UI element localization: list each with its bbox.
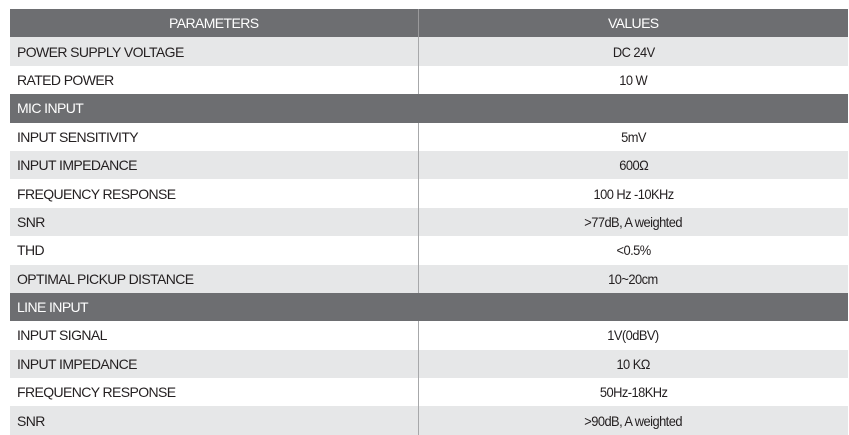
param-cell: SNR <box>10 207 419 237</box>
param-cell: INPUT SENSITIVITY <box>10 122 419 151</box>
value-text: >90dB, A weighted <box>584 412 683 429</box>
value-cell: 100 Hz -10KHz <box>418 179 848 208</box>
value-cell: 10~20cm <box>418 264 848 293</box>
table-row: INPUT IMPEDANCE 600Ω <box>10 150 848 180</box>
param-cell: INPUT IMPEDANCE <box>10 349 419 379</box>
header-values: VALUES <box>418 9 848 38</box>
value-cell: 10 KΩ <box>418 349 848 379</box>
specifications-table: PARAMETERS VALUES POWER SUPPLY VOLTAGE D… <box>10 9 848 435</box>
table-row: POWER SUPPLY VOLTAGE DC 24V <box>10 37 848 66</box>
table-row: RATED POWER 10 W <box>10 65 848 95</box>
param-cell: RATED POWER <box>10 65 419 95</box>
value-cell: 10 W <box>418 65 848 95</box>
param-cell: INPUT SIGNAL <box>10 321 419 350</box>
value-text: 10~20cm <box>608 270 658 287</box>
value-cell: >90dB, A weighted <box>418 406 848 435</box>
value-cell: 1V(0dBV) <box>418 321 848 350</box>
value-text: 5mV <box>620 128 646 145</box>
value-cell: 50Hz-18KHz <box>418 378 848 407</box>
value-text: DC 24V <box>612 43 655 60</box>
value-cell: <0.5% <box>418 236 848 265</box>
param-cell: POWER SUPPLY VOLTAGE <box>10 37 419 66</box>
table-row: FREQUENCY RESPONSE 50Hz-18KHz <box>10 378 848 407</box>
value-text: 50Hz-18KHz <box>599 384 668 401</box>
value-cell: >77dB, A weighted <box>418 207 848 237</box>
table-header: PARAMETERS VALUES <box>10 9 848 38</box>
section-header-line-input: LINE INPUT <box>10 292 848 322</box>
value-text: 600Ω <box>618 157 648 174</box>
value-cell: 600Ω <box>418 150 848 180</box>
param-cell: THD <box>10 236 419 265</box>
table-row: INPUT SIGNAL 1V(0dBV) <box>10 321 848 350</box>
value-text: 1V(0dBV) <box>607 327 660 344</box>
value-text: 10 KΩ <box>616 355 651 372</box>
value-text: 10 W <box>619 71 648 88</box>
table-row: OPTIMAL PICKUP DISTANCE 10~20cm <box>10 264 848 293</box>
table-row: SNR >90dB, A weighted <box>10 406 848 435</box>
param-cell: FREQUENCY RESPONSE <box>10 378 419 407</box>
param-cell: OPTIMAL PICKUP DISTANCE <box>10 264 419 293</box>
section-title: MIC INPUT <box>10 94 848 123</box>
section-header-mic-input: MIC INPUT <box>10 94 848 123</box>
value-cell: DC 24V <box>418 37 848 66</box>
param-cell: FREQUENCY RESPONSE <box>10 179 419 208</box>
value-text: <0.5% <box>616 242 651 259</box>
param-cell: SNR <box>10 406 419 435</box>
table-row: THD <0.5% <box>10 236 848 265</box>
section-title: LINE INPUT <box>10 292 848 322</box>
value-text: 100 Hz -10KHz <box>593 185 674 202</box>
value-text: >77dB, A weighted <box>584 213 683 230</box>
value-cell: 5mV <box>418 122 848 151</box>
param-cell: INPUT IMPEDANCE <box>10 150 419 180</box>
table-row: FREQUENCY RESPONSE 100 Hz -10KHz <box>10 179 848 208</box>
table-row: SNR >77dB, A weighted <box>10 207 848 237</box>
header-parameters: PARAMETERS <box>10 9 419 38</box>
table-row: INPUT IMPEDANCE 10 KΩ <box>10 349 848 379</box>
table-row: INPUT SENSITIVITY 5mV <box>10 122 848 151</box>
